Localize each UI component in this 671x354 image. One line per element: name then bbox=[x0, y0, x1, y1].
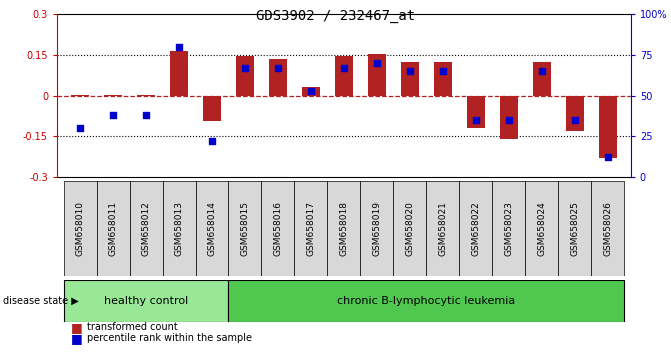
Text: GSM658012: GSM658012 bbox=[142, 201, 150, 256]
Text: healthy control: healthy control bbox=[104, 296, 188, 306]
Point bbox=[503, 117, 514, 123]
Text: GSM658016: GSM658016 bbox=[274, 201, 282, 256]
Point bbox=[108, 112, 119, 118]
Bar bbox=[566, 96, 584, 131]
Point bbox=[141, 112, 152, 118]
Bar bbox=[269, 59, 287, 96]
Bar bbox=[335, 56, 353, 96]
Bar bbox=[170, 51, 188, 96]
Text: GSM658011: GSM658011 bbox=[109, 201, 117, 256]
Bar bbox=[203, 96, 221, 121]
Text: GSM658019: GSM658019 bbox=[372, 201, 381, 256]
Point bbox=[569, 117, 580, 123]
Text: ■: ■ bbox=[70, 332, 83, 344]
Bar bbox=[295, 181, 327, 276]
Bar bbox=[104, 95, 122, 96]
Bar bbox=[327, 181, 360, 276]
Bar bbox=[360, 181, 393, 276]
Bar bbox=[525, 181, 558, 276]
Point bbox=[372, 60, 382, 66]
Bar bbox=[64, 280, 229, 322]
Text: GSM658013: GSM658013 bbox=[174, 201, 184, 256]
Bar bbox=[426, 181, 459, 276]
Bar bbox=[97, 181, 130, 276]
Text: GDS3902 / 232467_at: GDS3902 / 232467_at bbox=[256, 9, 415, 23]
Text: transformed count: transformed count bbox=[87, 322, 178, 332]
Bar bbox=[599, 96, 617, 158]
Bar bbox=[493, 181, 525, 276]
Bar bbox=[302, 87, 320, 96]
Point bbox=[603, 155, 613, 160]
Text: GSM658020: GSM658020 bbox=[405, 201, 414, 256]
Text: GSM658025: GSM658025 bbox=[570, 201, 579, 256]
Text: GSM658024: GSM658024 bbox=[537, 201, 546, 256]
Bar bbox=[368, 53, 386, 96]
Text: GSM658017: GSM658017 bbox=[307, 201, 315, 256]
Bar bbox=[591, 181, 624, 276]
Text: percentile rank within the sample: percentile rank within the sample bbox=[87, 333, 252, 343]
Bar bbox=[433, 62, 452, 96]
Bar bbox=[130, 181, 162, 276]
Bar bbox=[558, 181, 591, 276]
Bar bbox=[236, 56, 254, 96]
Bar bbox=[533, 62, 551, 96]
Point bbox=[240, 65, 250, 71]
Bar bbox=[137, 95, 155, 96]
Bar bbox=[71, 95, 89, 96]
Point bbox=[74, 125, 85, 131]
Text: chronic B-lymphocytic leukemia: chronic B-lymphocytic leukemia bbox=[338, 296, 515, 306]
Point bbox=[536, 68, 547, 74]
Text: GSM658014: GSM658014 bbox=[207, 201, 217, 256]
Text: disease state ▶: disease state ▶ bbox=[3, 296, 79, 306]
Bar bbox=[459, 181, 493, 276]
Bar bbox=[229, 181, 262, 276]
Point bbox=[405, 68, 415, 74]
Point bbox=[470, 117, 481, 123]
Text: GSM658021: GSM658021 bbox=[438, 201, 448, 256]
Point bbox=[339, 65, 350, 71]
Text: GSM658015: GSM658015 bbox=[240, 201, 250, 256]
Text: ■: ■ bbox=[70, 321, 83, 334]
Text: GSM658010: GSM658010 bbox=[76, 201, 85, 256]
Bar bbox=[262, 181, 295, 276]
Bar bbox=[393, 181, 426, 276]
Point bbox=[305, 88, 316, 93]
Point bbox=[437, 68, 448, 74]
Text: GSM658018: GSM658018 bbox=[340, 201, 348, 256]
Bar bbox=[162, 181, 195, 276]
Text: GSM658022: GSM658022 bbox=[471, 201, 480, 256]
Point bbox=[174, 44, 185, 50]
Bar bbox=[500, 96, 518, 139]
Point bbox=[272, 65, 283, 71]
Bar bbox=[195, 181, 229, 276]
Bar bbox=[64, 181, 97, 276]
Point bbox=[207, 138, 217, 144]
Text: GSM658026: GSM658026 bbox=[603, 201, 612, 256]
Bar bbox=[229, 280, 624, 322]
Bar bbox=[401, 62, 419, 96]
Text: GSM658023: GSM658023 bbox=[504, 201, 513, 256]
Bar bbox=[467, 96, 485, 127]
